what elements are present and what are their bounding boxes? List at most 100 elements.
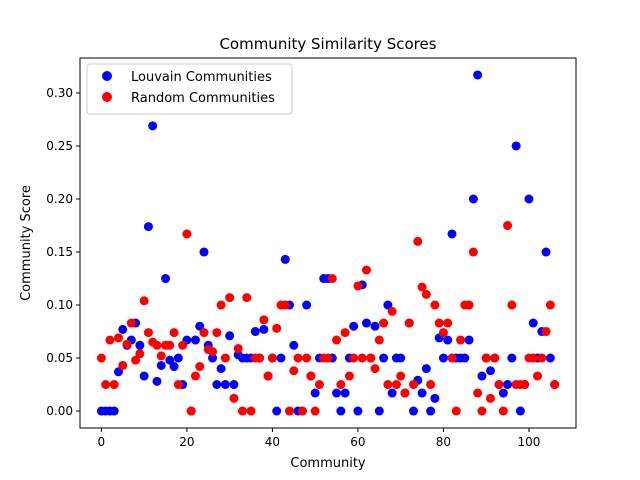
point-random-27 xyxy=(212,328,222,338)
point-louvain-15 xyxy=(161,274,171,284)
point-random-69 xyxy=(391,380,401,390)
point-random-78 xyxy=(430,300,440,310)
point-louvain-9 xyxy=(135,340,145,350)
point-louvain-43 xyxy=(280,254,290,264)
point-random-11 xyxy=(143,328,153,338)
point-random-40 xyxy=(267,353,277,363)
point-random-70 xyxy=(396,371,406,381)
point-random-13 xyxy=(152,340,162,350)
point-random-50 xyxy=(310,406,320,416)
point-random-101 xyxy=(528,353,538,363)
point-random-92 xyxy=(490,353,500,363)
point-louvain-95 xyxy=(503,380,513,390)
point-random-2 xyxy=(105,335,115,345)
point-louvain-105 xyxy=(545,353,555,363)
point-random-72 xyxy=(404,318,414,328)
point-random-105 xyxy=(545,300,555,310)
point-louvain-73 xyxy=(409,406,419,416)
point-random-84 xyxy=(456,335,466,345)
point-random-35 xyxy=(246,406,256,416)
legend: Louvain Communities Random Communities xyxy=(86,63,293,115)
point-louvain-82 xyxy=(447,229,457,239)
point-random-86 xyxy=(464,300,474,310)
point-louvain-98 xyxy=(515,406,525,416)
y-tick-label-2: 0.10 xyxy=(46,298,73,312)
point-random-22 xyxy=(190,371,200,381)
point-louvain-97 xyxy=(511,141,521,151)
y-tick-label-1: 0.05 xyxy=(46,351,73,365)
point-random-82 xyxy=(447,353,457,363)
point-louvain-36 xyxy=(250,327,260,337)
point-louvain-64 xyxy=(370,321,380,331)
point-louvain-66 xyxy=(379,353,389,363)
point-louvain-42 xyxy=(276,353,286,363)
point-random-28 xyxy=(216,300,226,310)
y-tick-label-0: 0.00 xyxy=(46,404,73,418)
point-louvain-41 xyxy=(272,406,282,416)
point-louvain-10 xyxy=(139,371,149,381)
point-random-19 xyxy=(178,340,188,350)
point-random-9 xyxy=(135,349,145,359)
y-tick-label-3: 0.15 xyxy=(46,245,73,259)
point-louvain-14 xyxy=(156,360,166,370)
point-random-65 xyxy=(374,335,384,345)
point-random-74 xyxy=(413,236,423,246)
point-louvain-38 xyxy=(259,324,269,334)
point-random-63 xyxy=(366,353,376,363)
y-tick-label-5: 0.25 xyxy=(46,139,73,153)
point-random-38 xyxy=(259,315,269,325)
point-random-10 xyxy=(139,296,149,306)
point-random-53 xyxy=(323,353,333,363)
y-tick-label-6: 0.30 xyxy=(46,86,73,100)
point-louvain-55 xyxy=(332,388,342,398)
point-louvain-67 xyxy=(383,300,393,310)
point-random-30 xyxy=(225,293,235,303)
points-layer xyxy=(96,70,560,416)
point-louvain-89 xyxy=(477,371,487,381)
point-random-39 xyxy=(263,371,273,381)
point-random-4 xyxy=(113,333,123,343)
point-louvain-78 xyxy=(430,393,440,403)
point-louvain-75 xyxy=(417,388,427,398)
point-random-71 xyxy=(400,388,410,398)
point-louvain-29 xyxy=(220,380,230,390)
point-louvain-45 xyxy=(289,340,299,350)
point-louvain-80 xyxy=(438,353,448,363)
point-random-55 xyxy=(332,335,342,345)
point-random-49 xyxy=(306,371,316,381)
point-random-106 xyxy=(550,380,560,390)
x-tick-label-4: 80 xyxy=(436,435,451,449)
point-louvain-88 xyxy=(473,70,483,80)
point-random-34 xyxy=(242,293,252,303)
point-louvain-3 xyxy=(109,406,119,416)
point-random-102 xyxy=(533,371,543,381)
point-random-33 xyxy=(237,406,247,416)
point-louvain-18 xyxy=(173,353,183,363)
point-random-21 xyxy=(186,406,196,416)
point-random-75 xyxy=(417,282,427,292)
point-random-58 xyxy=(344,371,354,381)
point-random-62 xyxy=(361,265,371,275)
point-louvain-94 xyxy=(498,388,508,398)
point-random-57 xyxy=(340,328,350,338)
point-random-80 xyxy=(438,328,448,338)
point-random-79 xyxy=(434,318,444,328)
point-louvain-65 xyxy=(374,406,384,416)
point-random-5 xyxy=(118,360,128,370)
point-louvain-62 xyxy=(361,318,371,328)
point-random-0 xyxy=(96,353,106,363)
point-random-73 xyxy=(409,380,419,390)
point-louvain-23 xyxy=(195,321,205,331)
point-louvain-56 xyxy=(336,406,346,416)
point-louvain-12 xyxy=(148,121,158,131)
point-random-16 xyxy=(165,340,175,350)
point-random-41 xyxy=(272,323,282,333)
point-random-76 xyxy=(421,289,431,299)
point-random-20 xyxy=(182,229,192,239)
point-louvain-77 xyxy=(426,406,436,416)
point-louvain-70 xyxy=(396,353,406,363)
point-louvain-100 xyxy=(524,194,534,204)
point-random-37 xyxy=(255,353,265,363)
point-random-67 xyxy=(383,380,393,390)
